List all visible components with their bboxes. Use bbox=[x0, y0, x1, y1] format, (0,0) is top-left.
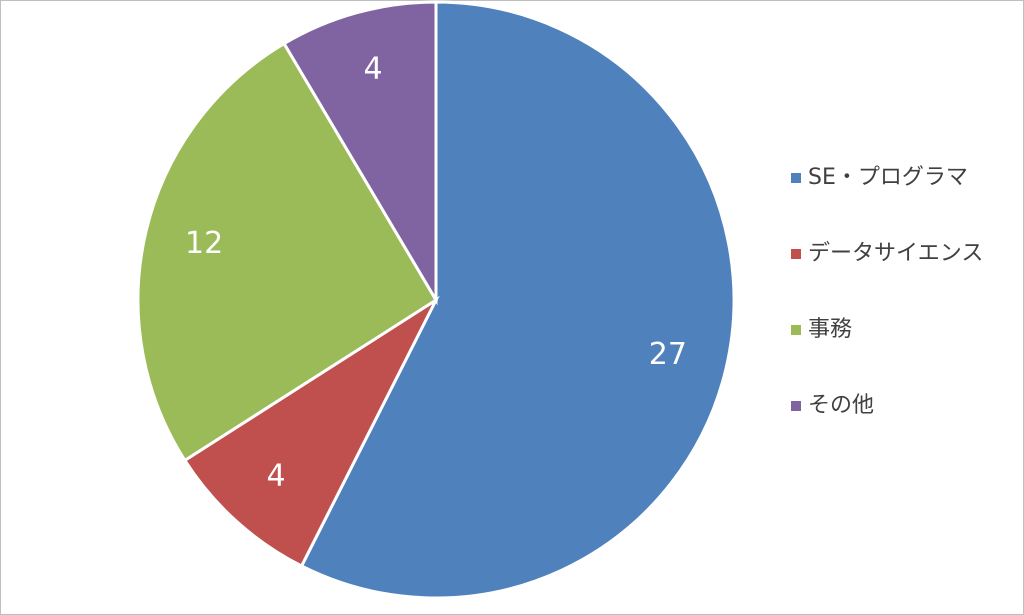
legend-swatch bbox=[791, 325, 801, 335]
legend-label: SE・プログラマ bbox=[808, 165, 968, 190]
legend-label: その他 bbox=[808, 393, 874, 418]
data-label: 4 bbox=[363, 52, 382, 87]
pie-slice bbox=[182, 295, 440, 568]
legend-swatch bbox=[791, 401, 801, 411]
data-label: 12 bbox=[185, 226, 223, 261]
data-label: 27 bbox=[649, 337, 687, 372]
legend-label: 事務 bbox=[808, 317, 852, 342]
pie-slice bbox=[136, 41, 439, 463]
legend-swatch bbox=[791, 173, 801, 183]
legend-swatch bbox=[791, 249, 801, 259]
pie-slice bbox=[282, 0, 438, 306]
data-label: 4 bbox=[267, 458, 286, 493]
pie-slice bbox=[299, 0, 736, 600]
legend-label: データサイエンス bbox=[808, 241, 983, 266]
